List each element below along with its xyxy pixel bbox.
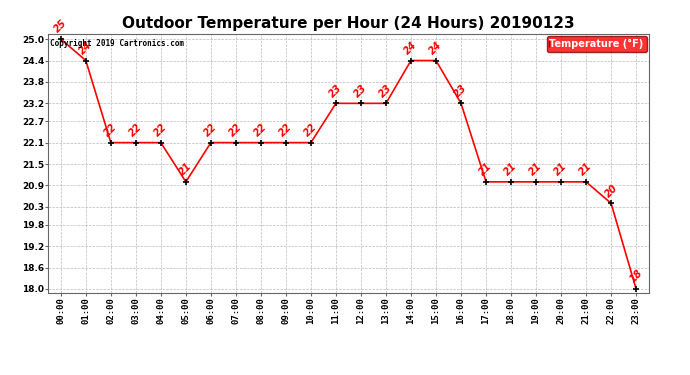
Text: 22: 22 [152, 122, 169, 138]
Text: 22: 22 [103, 122, 119, 138]
Title: Outdoor Temperature per Hour (24 Hours) 20190123: Outdoor Temperature per Hour (24 Hours) … [122, 16, 575, 31]
Text: 24: 24 [403, 40, 420, 56]
Text: 21: 21 [578, 161, 594, 178]
Text: 23: 23 [328, 82, 344, 99]
Text: 22: 22 [277, 122, 294, 138]
Text: 22: 22 [228, 122, 244, 138]
Text: 21: 21 [477, 161, 494, 178]
Text: 25: 25 [52, 18, 69, 35]
Text: Copyright 2019 Cartronics.com: Copyright 2019 Cartronics.com [50, 39, 184, 48]
Text: 24: 24 [77, 40, 94, 56]
Text: 23: 23 [353, 82, 369, 99]
Text: 22: 22 [303, 122, 319, 138]
Text: 22: 22 [203, 122, 219, 138]
Text: 23: 23 [453, 82, 469, 99]
Text: 22: 22 [128, 122, 144, 138]
Text: 20: 20 [603, 182, 620, 199]
Text: 18: 18 [628, 268, 644, 285]
Text: 21: 21 [503, 161, 520, 178]
Text: 21: 21 [177, 161, 194, 178]
Text: 22: 22 [253, 122, 269, 138]
Text: 24: 24 [428, 40, 444, 56]
Text: 21: 21 [553, 161, 569, 178]
Text: 23: 23 [377, 82, 394, 99]
Text: 21: 21 [528, 161, 544, 178]
Legend: Temperature (°F): Temperature (°F) [546, 36, 647, 52]
